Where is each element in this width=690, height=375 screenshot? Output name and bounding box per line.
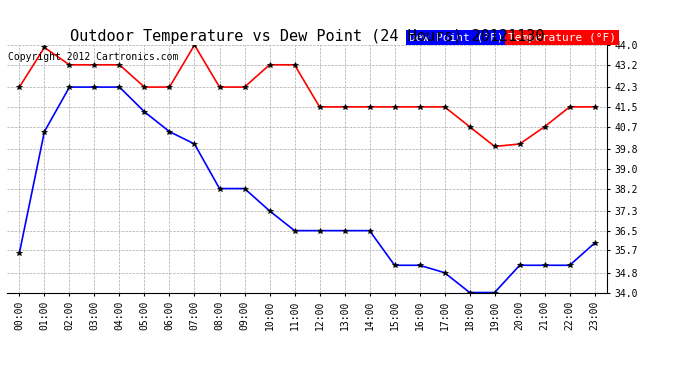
Text: Dew Point (°F): Dew Point (°F) bbox=[409, 33, 504, 42]
Title: Outdoor Temperature vs Dew Point (24 Hours) 20121130: Outdoor Temperature vs Dew Point (24 Hou… bbox=[70, 29, 544, 44]
Text: Temperature (°F): Temperature (°F) bbox=[508, 33, 616, 42]
Text: Copyright 2012 Cartronics.com: Copyright 2012 Cartronics.com bbox=[8, 53, 179, 62]
